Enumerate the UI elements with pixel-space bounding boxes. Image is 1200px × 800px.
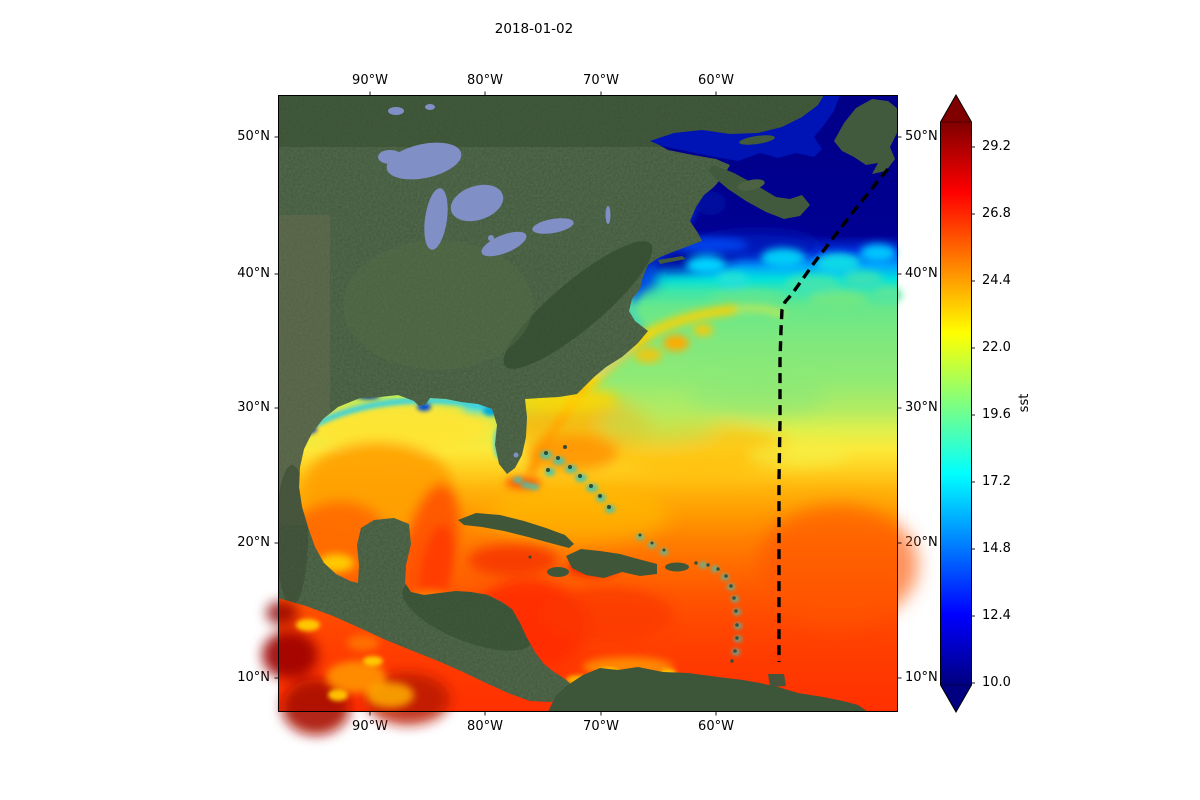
- colorbar-canvas: [940, 93, 975, 714]
- lat-tick-right-40n: 40°N: [905, 266, 938, 281]
- land-puerto-rico: [665, 562, 689, 572]
- cbar-tick-22-0: 22.0: [982, 340, 1011, 355]
- sargasso-warm-field: [488, 375, 918, 625]
- lon-tick-top-60w: 60°W: [698, 73, 734, 88]
- lon-tick-bottom-60w: 60°W: [698, 719, 734, 734]
- lat-tick-left-10n: 10°N: [237, 670, 270, 685]
- land-bahamas-specks: [528, 445, 666, 559]
- lat-tick-left-20n: 20°N: [237, 535, 270, 550]
- lat-tick-right-10n: 10°N: [905, 670, 938, 685]
- land-islands: [458, 445, 786, 687]
- sst-map-axes: [262, 91, 918, 735]
- shallow-banks: [513, 451, 742, 655]
- cbar-tick-29-2: 29.2: [982, 139, 1011, 154]
- lon-tick-bottom-90w: 90°W: [352, 719, 388, 734]
- lat-tick-left-30n: 30°N: [237, 400, 270, 415]
- land-maritimes: [658, 99, 898, 264]
- colorbar-axis-label: sst: [1017, 393, 1032, 413]
- track-line: [777, 167, 890, 662]
- colorbar-extend-min: [940, 685, 972, 712]
- figure-title: 2018-01-02: [494, 21, 574, 37]
- lat-tick-right-50n: 50°N: [905, 129, 938, 144]
- lon-tick-bottom-70w: 70°W: [583, 719, 619, 734]
- colorbar-ticks: [971, 146, 975, 684]
- cbar-tick-19-6: 19.6: [982, 407, 1011, 422]
- lat-tick-left-40n: 40°N: [237, 266, 270, 281]
- warm-streaks: [508, 387, 848, 471]
- cbar-tick-14-8: 14.8: [982, 541, 1011, 556]
- lon-tick-top-80w: 80°W: [467, 73, 503, 88]
- land-newfoundland: [834, 99, 898, 174]
- land-anticosti: [739, 135, 775, 145]
- cbar-tick-10-0: 10.0: [982, 675, 1011, 690]
- colorbar-extend-max: [940, 95, 972, 122]
- land-pei: [737, 179, 765, 191]
- land-lesser-antilles-specks: [694, 561, 739, 663]
- cbar-tick-24-4: 24.4: [982, 273, 1011, 288]
- land-trinidad: [768, 674, 786, 687]
- colorbar-gradient: [940, 122, 972, 685]
- land-jamaica: [547, 567, 569, 577]
- gulf-of-mexico-field: [292, 391, 541, 617]
- great-lakes: [378, 104, 611, 458]
- lat-tick-left-50n: 50°N: [237, 129, 270, 144]
- lon-tick-top-90w: 90°W: [352, 73, 388, 88]
- lon-tick-bottom-80w: 80°W: [467, 719, 503, 734]
- cbar-tick-26-8: 26.8: [982, 206, 1011, 221]
- axis-ticks: [274, 91, 902, 716]
- cbar-tick-12-4: 12.4: [982, 608, 1011, 623]
- land-south-america: [548, 667, 868, 712]
- gulf-of-st-lawrence: [650, 95, 840, 161]
- warm-eddies: [634, 324, 713, 363]
- cbar-tick-17-2: 17.2: [982, 474, 1011, 489]
- land-nova-scotia: [708, 165, 810, 219]
- land-long-island: [658, 256, 686, 264]
- lat-tick-right-30n: 30°N: [905, 400, 938, 415]
- land-cuba: [458, 513, 574, 548]
- axes-spine: [278, 95, 898, 712]
- colorbar: [940, 93, 980, 714]
- lon-tick-top-70w: 70°W: [583, 73, 619, 88]
- land-hispaniola: [566, 549, 657, 578]
- sst-map-canvas: [262, 91, 918, 735]
